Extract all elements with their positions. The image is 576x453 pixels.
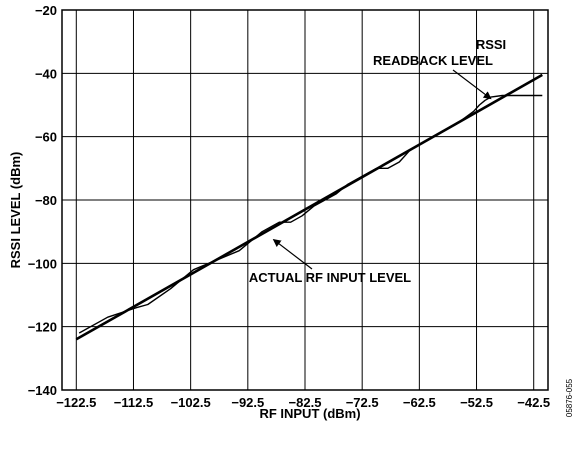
x-tick-label: −92.5 <box>231 395 264 410</box>
x-tick-label: −42.5 <box>517 395 550 410</box>
y-axis-title: RSSI LEVEL (dBm) <box>8 152 23 269</box>
y-tick-label: −20 <box>35 3 57 18</box>
annotation-arrow-readback <box>452 69 492 100</box>
plot-frame <box>61 9 549 391</box>
x-tick-label: −122.5 <box>56 395 96 410</box>
x-tick-label: −62.5 <box>403 395 436 410</box>
series-line-actual <box>75 73 543 341</box>
figure-id: 05876-055 <box>565 378 574 417</box>
annotation-actual-rf-input-level: ACTUAL RF INPUT LEVEL <box>249 270 411 285</box>
annotation-readback-level: READBACK LEVEL <box>373 53 493 68</box>
x-tick-label: −102.5 <box>171 395 211 410</box>
series-layer <box>75 73 543 341</box>
annotation-arrow-actual <box>272 238 313 270</box>
x-tick-label: −82.5 <box>289 395 322 410</box>
x-tick-label: −72.5 <box>346 395 379 410</box>
y-tick-label: −140 <box>28 383 57 398</box>
y-tick-labels: −20 −40 −60 −80 −100 −120 −140 <box>28 3 57 398</box>
y-tick-label: −80 <box>35 193 57 208</box>
y-tick-label: −60 <box>35 130 57 145</box>
y-tick-label: −120 <box>28 320 57 335</box>
x-tick-label: −112.5 <box>114 395 153 410</box>
x-axis-title: RF INPUT (dBm) <box>259 406 360 421</box>
x-tick-label: −52.5 <box>460 395 493 410</box>
y-tick-label: −100 <box>28 256 57 271</box>
y-tick-label: −40 <box>35 66 57 81</box>
annotation-rssi: RSSI <box>476 37 506 52</box>
x-tick-labels: −122.5 −112.5 −102.5 −92.5 −82.5 −72.5 −62.5 −5… <box>56 395 550 410</box>
series-line-readback <box>78 94 543 334</box>
